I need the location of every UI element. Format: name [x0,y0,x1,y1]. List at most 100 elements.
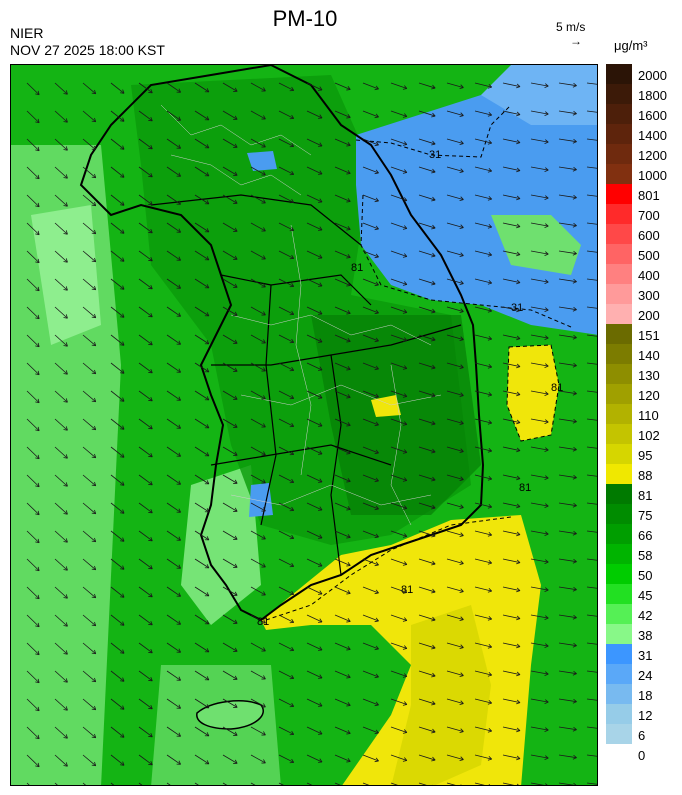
wind-vector [418,334,436,341]
wind-arrowhead [346,534,351,539]
wind-vector [586,530,597,533]
wind-arrowhead [459,448,464,454]
wind-arrowhead [431,420,436,426]
wind-vector [334,166,351,174]
wind-arrowhead [459,364,464,370]
wind-arrowhead [233,283,238,288]
contour-label: 81 [401,584,413,596]
wind-vector [334,698,351,706]
wind-vector [278,642,294,651]
wind-vector [222,614,238,624]
wind-vector [54,558,68,571]
wind-arrowhead [261,171,266,176]
wind-arrowhead [431,532,436,538]
wind-vector [558,138,577,143]
wind-arrowhead [91,593,97,599]
wind-vector [250,586,266,596]
wind-vector [82,698,96,711]
legend-label: 700 [638,208,660,223]
wind-vector [250,418,266,428]
wind-arrowhead [431,728,436,734]
wind-arrowhead [120,313,125,318]
wind-vector [558,362,577,367]
wind-arrowhead [148,144,153,150]
wind-arrowhead [374,113,379,119]
wind-arrowhead [318,338,323,343]
wind-arrowhead [63,678,68,683]
wind-arrowhead [91,453,97,459]
wind-arrowhead [233,143,238,148]
wind-vector [138,670,153,682]
wind-arrowhead [487,280,493,285]
wind-vector [502,754,521,760]
wind-vector [390,782,398,785]
wind-vector [502,138,521,144]
wind-vector [54,446,68,459]
concentration-map: 31 31 81 81 81 81 81 [10,64,598,786]
wind-arrowhead [346,758,351,763]
wind-vector [306,642,323,651]
wind-arrowhead [120,89,125,94]
wind-vector [418,670,436,677]
wind-arrowhead [91,677,97,683]
wind-vector [474,698,492,704]
wind-vector [474,278,492,284]
wind-vector [222,782,228,785]
wind-vector [474,558,492,564]
wind-arrowhead [318,198,323,203]
wind-arrowhead [516,307,521,313]
wind-arrowhead [233,647,238,652]
wind-arrowhead [544,643,549,648]
wind-arrowhead [402,533,408,538]
wind-vector [558,698,577,703]
wind-vector [362,222,379,230]
wind-vector [222,390,238,400]
wind-vector [250,614,266,624]
wind-arrowhead [63,342,68,347]
legend-label: 120 [638,388,660,403]
wind-vector [362,390,379,398]
wind-arrowhead [289,506,295,512]
wind-vector [278,446,294,455]
wind-arrowhead [289,226,295,232]
wind-arrowhead [204,340,210,345]
wind-vector [390,754,408,761]
wind-arrowhead [346,198,351,203]
wind-vector [194,138,210,149]
wind-arrowhead [402,225,408,230]
wind-arrowhead [289,310,295,316]
wind-vector [278,110,294,119]
wind-vector [390,110,408,117]
legend-swatch [606,404,632,424]
wind-arrowhead [233,731,238,736]
wind-vector [250,698,266,708]
wind-arrowhead [402,701,408,706]
wind-vector [250,558,266,568]
wind-vector [334,222,351,230]
wind-arrowhead [63,538,68,543]
wind-vector [502,446,521,452]
wind-arrowhead [120,145,125,150]
wind-vector [558,558,577,563]
wind-vector [390,166,408,173]
wind-vector [222,334,238,344]
wind-arrowhead [572,614,577,620]
contour-label: 81 [551,382,563,394]
legend-swatch [606,204,632,224]
wind-vector [278,166,294,175]
wind-vector [418,166,436,173]
wind-arrowhead [176,340,181,345]
wind-arrowhead [487,364,493,369]
wind-vector [222,502,238,512]
wind-vector [586,250,597,253]
legend-swatch [606,84,632,104]
wind-arrowhead [318,170,323,175]
wind-arrowhead [346,646,351,651]
wind-arrowhead [374,393,379,399]
wind-arrowhead [487,84,493,89]
legend-label: 42 [638,608,653,623]
wind-arrowhead [91,173,97,179]
legend-swatch [606,164,632,184]
wind-arrowhead [35,734,40,740]
wind-vector [82,642,96,655]
